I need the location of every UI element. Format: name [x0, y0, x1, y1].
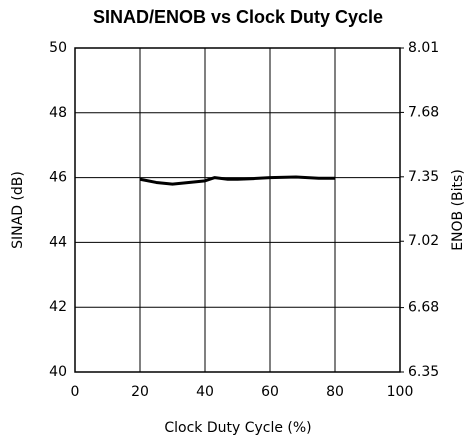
- x-tick-label: 100: [387, 384, 414, 400]
- chart-title: SINAD/ENOB vs Clock Duty Cycle: [93, 7, 383, 27]
- y2-tick-label: 7.35: [408, 169, 439, 185]
- y-tick-label: 46: [49, 170, 67, 186]
- y-axis-label: SINAD (dB): [10, 171, 26, 249]
- x-axis-label: Clock Duty Cycle (%): [164, 420, 311, 436]
- y-tick-label: 42: [49, 299, 67, 315]
- y2-tick-label: 7.02: [408, 233, 439, 249]
- x-tick-label: 0: [71, 384, 80, 400]
- y2-tick-label: 7.68: [408, 104, 439, 120]
- y-tick-label: 40: [49, 364, 67, 380]
- y2-tick-label: 6.35: [408, 364, 439, 380]
- x-tick-label: 80: [326, 384, 344, 400]
- x-tick-label: 20: [131, 384, 149, 400]
- y2-tick-label: 6.68: [408, 300, 439, 316]
- x-tick-label: 40: [196, 384, 214, 400]
- y-tick-label: 44: [49, 234, 67, 250]
- plot-frame: [74, 47, 401, 373]
- x-tick-label: 60: [261, 384, 279, 400]
- y2-axis-label: ENOB (Bits): [450, 169, 466, 251]
- series-line: [139, 175, 335, 186]
- y-tick-label: 48: [49, 105, 67, 121]
- y-tick-label: 50: [49, 40, 67, 56]
- y2-tick-label: 8.01: [408, 40, 439, 56]
